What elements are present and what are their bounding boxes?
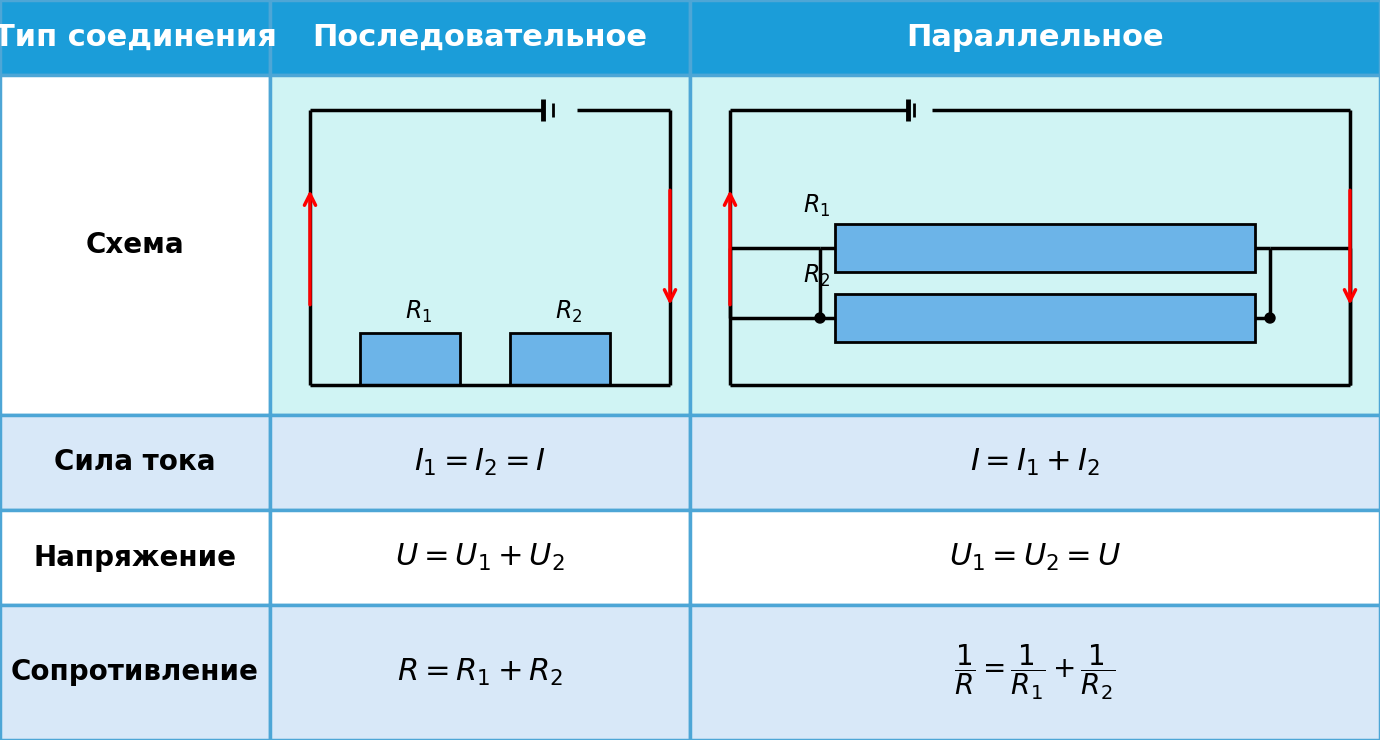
Bar [835, 294, 1254, 342]
Bar [0, 415, 270, 510]
Bar [511, 333, 610, 385]
Bar [270, 0, 690, 75]
Text: $R = R_1 + R_2$: $R = R_1 + R_2$ [397, 657, 563, 688]
Text: Напряжение: Напряжение [33, 543, 236, 571]
Text: $R_2$: $R_2$ [803, 263, 829, 289]
Text: $R_2$: $R_2$ [555, 299, 582, 325]
Text: $U = U_1 + U_2$: $U = U_1 + U_2$ [395, 542, 564, 573]
Bar [690, 75, 1380, 415]
Text: $I = I_1 + I_2$: $I = I_1 + I_2$ [970, 447, 1100, 478]
Bar [270, 75, 690, 415]
Bar [690, 415, 1380, 510]
Circle shape [816, 313, 825, 323]
Text: Параллельное: Параллельное [907, 23, 1163, 52]
Bar [0, 75, 270, 415]
Bar [270, 605, 690, 740]
Circle shape [1265, 313, 1275, 323]
Text: Схема: Схема [86, 231, 185, 259]
Bar [690, 605, 1380, 740]
Bar [360, 333, 460, 385]
Text: Тип соединения: Тип соединения [0, 23, 276, 52]
Bar [690, 0, 1380, 75]
Bar [690, 510, 1380, 605]
Text: $R_1$: $R_1$ [803, 193, 829, 219]
Text: $U_1 = U_2 = U$: $U_1 = U_2 = U$ [949, 542, 1121, 573]
Bar [0, 605, 270, 740]
Text: Последовательное: Последовательное [312, 23, 647, 52]
Text: $I_1 = I_2 = I$: $I_1 = I_2 = I$ [414, 447, 546, 478]
Bar [270, 415, 690, 510]
Bar [835, 224, 1254, 272]
Bar [0, 0, 270, 75]
Bar [270, 510, 690, 605]
Text: Сила тока: Сила тока [54, 448, 215, 477]
Bar [0, 510, 270, 605]
Text: $\dfrac{1}{R} = \dfrac{1}{R_1} + \dfrac{1}{R_2}$: $\dfrac{1}{R} = \dfrac{1}{R_1} + \dfrac{… [955, 643, 1115, 702]
Text: $R_1$: $R_1$ [404, 299, 432, 325]
Text: Сопротивление: Сопротивление [11, 659, 259, 687]
